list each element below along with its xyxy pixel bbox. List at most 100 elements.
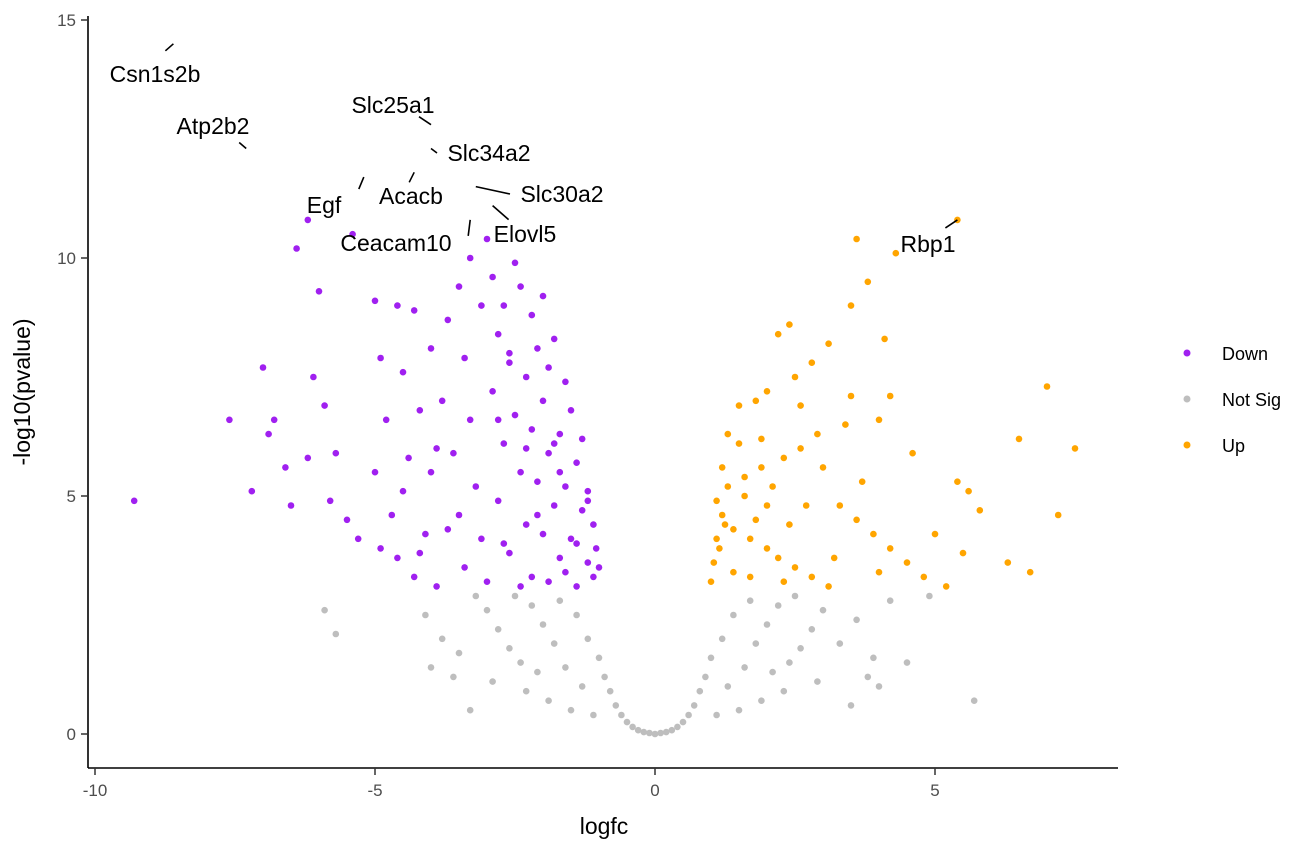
point-up: [931, 530, 939, 538]
point-up: [825, 340, 832, 348]
point-down: [539, 397, 547, 405]
point-down: [550, 440, 558, 447]
point-up: [853, 516, 860, 524]
point-not-sig: [685, 711, 692, 719]
point-not-sig: [534, 668, 541, 676]
point-down: [466, 416, 474, 424]
point-down: [494, 330, 502, 338]
point-down: [461, 354, 468, 362]
point-down: [584, 497, 592, 505]
point-down: [511, 259, 519, 267]
point-not-sig: [646, 729, 653, 737]
point-not-sig: [455, 649, 463, 657]
point-up: [959, 549, 967, 557]
point-up: [791, 564, 799, 571]
point-not-sig: [662, 728, 670, 736]
point-not-sig: [763, 621, 771, 628]
legend-label-up: Up: [1222, 436, 1245, 456]
point-up: [920, 573, 928, 581]
point-up: [774, 330, 782, 338]
point-down: [382, 416, 390, 424]
point-down: [534, 511, 541, 519]
point-not-sig: [590, 711, 597, 719]
point-down: [270, 416, 278, 424]
legend-key-not-sig: [1183, 395, 1191, 403]
point-up: [808, 359, 816, 367]
point-down: [399, 368, 407, 376]
point-up: [735, 402, 743, 409]
legend-key-down: [1183, 349, 1191, 357]
point-up: [903, 559, 911, 566]
point-not-sig: [427, 664, 435, 671]
legend: Down Not Sig Up: [1183, 344, 1281, 456]
point-up: [797, 445, 804, 452]
point-down: [506, 359, 513, 367]
point-up: [786, 321, 793, 328]
point-up: [830, 554, 838, 562]
point-not-sig: [657, 729, 664, 737]
point-down: [483, 578, 491, 585]
point-up: [763, 388, 771, 395]
point-not-sig: [674, 723, 681, 731]
point-down: [444, 526, 452, 533]
point-down: [522, 373, 530, 381]
point-not-sig: [718, 635, 726, 643]
point-not-sig: [640, 728, 648, 736]
point-down: [388, 511, 396, 519]
label-connector: [164, 43, 174, 52]
point-not-sig: [696, 687, 704, 695]
point-down: [506, 349, 513, 357]
point-up: [875, 568, 883, 576]
point-not-sig: [466, 706, 474, 714]
point-not-sig: [758, 697, 765, 704]
point-down: [427, 345, 435, 352]
point-not-sig: [506, 645, 513, 652]
point-down: [573, 459, 580, 467]
point-down: [539, 530, 547, 538]
point-not-sig: [472, 592, 480, 600]
point-up: [892, 249, 900, 257]
point-up: [718, 511, 726, 519]
point-not-sig: [522, 687, 530, 695]
point-up: [780, 578, 788, 585]
point-down: [517, 583, 524, 590]
point-up: [847, 392, 855, 400]
point-up: [718, 464, 726, 471]
point-not-sig: [707, 654, 715, 662]
point-up: [825, 583, 832, 590]
point-up: [853, 235, 860, 243]
point-down: [517, 468, 524, 476]
gene-label: Slc34a2: [447, 140, 530, 166]
point-up: [886, 392, 894, 400]
label-connector: [238, 141, 247, 150]
point-down: [450, 449, 457, 457]
point-not-sig: [679, 718, 687, 726]
point-up: [909, 449, 916, 457]
point-down: [321, 402, 328, 409]
point-not-sig: [517, 659, 524, 666]
point-up: [746, 573, 754, 581]
point-not-sig: [606, 687, 614, 695]
label-connector: [492, 204, 510, 221]
point-down: [517, 283, 524, 290]
point-down: [528, 573, 536, 581]
point-up: [758, 464, 765, 471]
point-up: [1071, 445, 1079, 452]
point-not-sig: [752, 640, 760, 647]
point-down: [282, 464, 289, 471]
x-tick-label: 5: [930, 781, 939, 800]
point-down: [556, 430, 564, 438]
gene-labels-layer: Csn1s2b Atp2b2 Slc25a1 Slc34a2 Egf Acacb Slc30…: [110, 61, 956, 257]
point-up: [716, 545, 723, 552]
x-tick-label: -5: [367, 781, 382, 800]
x-axis-title: logfc: [580, 813, 629, 839]
point-up: [786, 521, 793, 528]
point-not-sig: [713, 711, 720, 719]
point-not-sig: [780, 687, 788, 695]
point-not-sig: [875, 683, 883, 690]
point-not-sig: [886, 597, 894, 604]
point-up: [954, 478, 961, 486]
point-down: [545, 449, 552, 457]
point-down: [461, 564, 468, 571]
point-not-sig: [511, 592, 519, 600]
